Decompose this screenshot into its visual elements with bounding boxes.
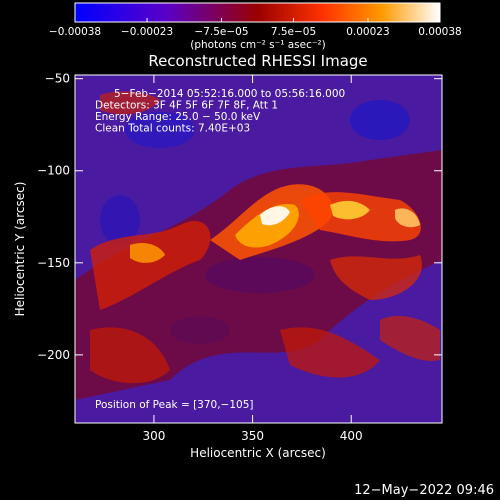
colorbar-tick-label: 7.5e−05 [271,26,316,38]
chart-title: Reconstructed RHESSI Image [148,52,367,70]
info-line: Detectors: 3F 4F 5F 6F 7F 8F, Att 1 [95,100,278,112]
y-tick-label: −50 [45,72,70,86]
colorbar-unit-label: (photons cm⁻² s⁻¹ asec⁻²) [190,39,325,51]
y-tick-label: −200 [37,348,70,362]
y-tick-label: −100 [37,164,70,178]
colorbar-tick-label: −7.5e−05 [194,26,248,38]
x-axis-ticks: 300 350 400 [142,75,363,443]
colorbar-ticks: −0.00038 −0.00023 −7.5e−05 7.5e−05 0.00023 0.… [49,18,462,38]
x-tick-label: 400 [340,429,363,443]
y-axis-ticks: −50 −100 −150 −200 [37,72,442,362]
info-line: 5−Feb−2014 05:52:16.000 to 05:56:16.000 [114,88,345,100]
x-tick-label: 350 [241,429,264,443]
info-line: Clean Total counts: 7.40E+03 [95,123,250,135]
observation-info: 5−Feb−2014 05:52:16.000 to 05:56:16.000D… [95,88,345,135]
heatmap-image [75,75,442,423]
x-axis-label: Heliocentric X (arcsec) [190,446,326,460]
timestamp: 12−May−2022 09:46 [354,483,494,498]
peak-position-label: Position of Peak = [370,−105] [95,399,254,411]
y-tick-label: −150 [37,256,70,270]
info-line: Energy Range: 25.0 − 50.0 keV [95,111,261,123]
colorbar-tick-label: 0.00038 [418,26,461,38]
colorbar [74,2,441,23]
colorbar-tick-label: −0.00023 [121,26,173,38]
colorbar-tick-label: 0.00023 [346,26,389,38]
colorbar-tick-label: −0.00038 [49,26,101,38]
plot-frame [74,74,443,424]
x-tick-label: 300 [142,429,165,443]
y-axis-label: Heliocentric Y (arcsec) [13,182,27,317]
